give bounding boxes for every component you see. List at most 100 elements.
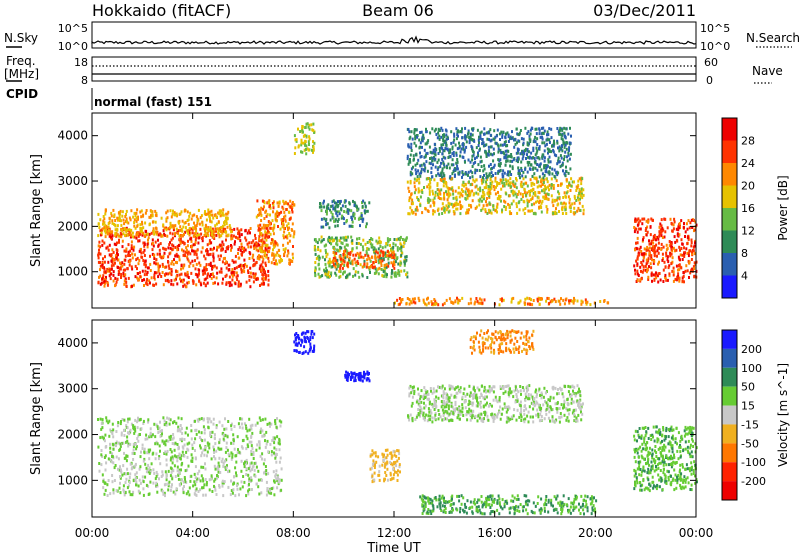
data-cell [369,271,371,274]
data-cell [314,274,316,277]
data-cell [549,141,551,144]
data-cell [434,130,436,133]
data-cell [509,177,511,180]
data-cell [231,237,233,240]
data-cell [391,276,393,279]
data-cell [190,429,192,432]
data-cell [114,219,116,222]
data-cell [523,177,525,180]
data-cell [181,234,183,237]
data-cell [694,261,696,264]
data-cell [343,264,345,267]
data-cell [352,259,354,262]
data-cell [168,243,170,246]
data-cell [470,302,472,305]
data-cell [360,243,362,246]
data-cell [511,202,513,205]
data-cell [274,422,276,425]
data-cell [650,233,652,236]
data-cell [397,269,399,272]
data-cell [544,156,546,159]
data-cell [259,447,261,450]
data-cell [170,225,172,228]
data-cell [100,463,102,466]
data-cell [287,252,289,255]
data-cell [526,199,528,202]
data-cell [146,467,148,470]
data-cell [262,266,264,269]
data-cell [219,271,221,274]
data-cell [124,269,126,272]
data-cell [101,244,103,247]
data-cell [365,225,367,228]
data-cell [234,425,236,428]
data-cell [516,186,518,189]
data-cell [128,228,130,231]
data-cell [249,429,251,432]
data-cell [533,299,535,302]
data-cell [124,273,126,276]
data-cell [461,147,463,150]
data-cell [181,427,183,430]
data-cell [519,208,521,211]
data-cell [552,212,554,215]
data-cell [239,246,241,249]
data-cell [154,271,156,274]
data-cell [685,270,687,273]
data-cell [269,227,271,230]
data-cell [435,133,437,136]
data-cell [671,253,673,256]
data-cell [183,455,185,458]
data-cell [237,488,239,491]
data-cell [131,253,133,256]
data-cell [513,158,515,161]
data-cell [160,242,162,245]
data-cell [362,239,364,242]
data-cell [265,210,267,213]
data-cell [222,465,224,468]
data-cell [362,205,364,208]
data-cell [99,268,101,271]
data-cell [176,459,178,462]
data-cell [256,261,258,264]
data-cell [650,254,652,257]
data-cell [182,447,184,450]
data-cell [539,129,541,132]
data-cell [457,203,459,206]
data-cell [493,148,495,151]
data-cell [516,212,518,215]
data-cell [444,147,446,150]
data-cell [557,171,559,174]
data-cell [118,270,120,273]
data-cell [98,223,100,226]
data-cell [351,242,353,245]
data-cell [408,199,410,202]
data-cell [294,134,296,137]
data-cell [435,174,437,177]
data-cell [152,221,154,224]
data-cell [177,443,179,446]
data-cell [280,425,282,428]
data-cell [643,256,645,259]
data-cell [278,249,280,252]
data-cell [537,156,539,159]
data-cell [167,246,169,249]
data-cell [201,251,203,254]
data-cell [577,300,579,303]
data-cell [323,200,325,203]
data-cell [396,299,398,302]
data-cell [102,480,104,483]
data-cell [209,417,211,420]
data-cell [359,224,361,227]
data-cell [162,263,164,266]
data-cell [541,189,543,192]
data-cell [321,236,323,239]
data-cell [661,218,663,221]
data-cell [251,424,253,427]
data-cell [143,494,145,497]
data-cell [142,214,144,217]
data-cell [210,248,212,251]
data-cell [564,155,566,158]
data-cell [129,481,131,484]
data-cell [464,149,466,152]
